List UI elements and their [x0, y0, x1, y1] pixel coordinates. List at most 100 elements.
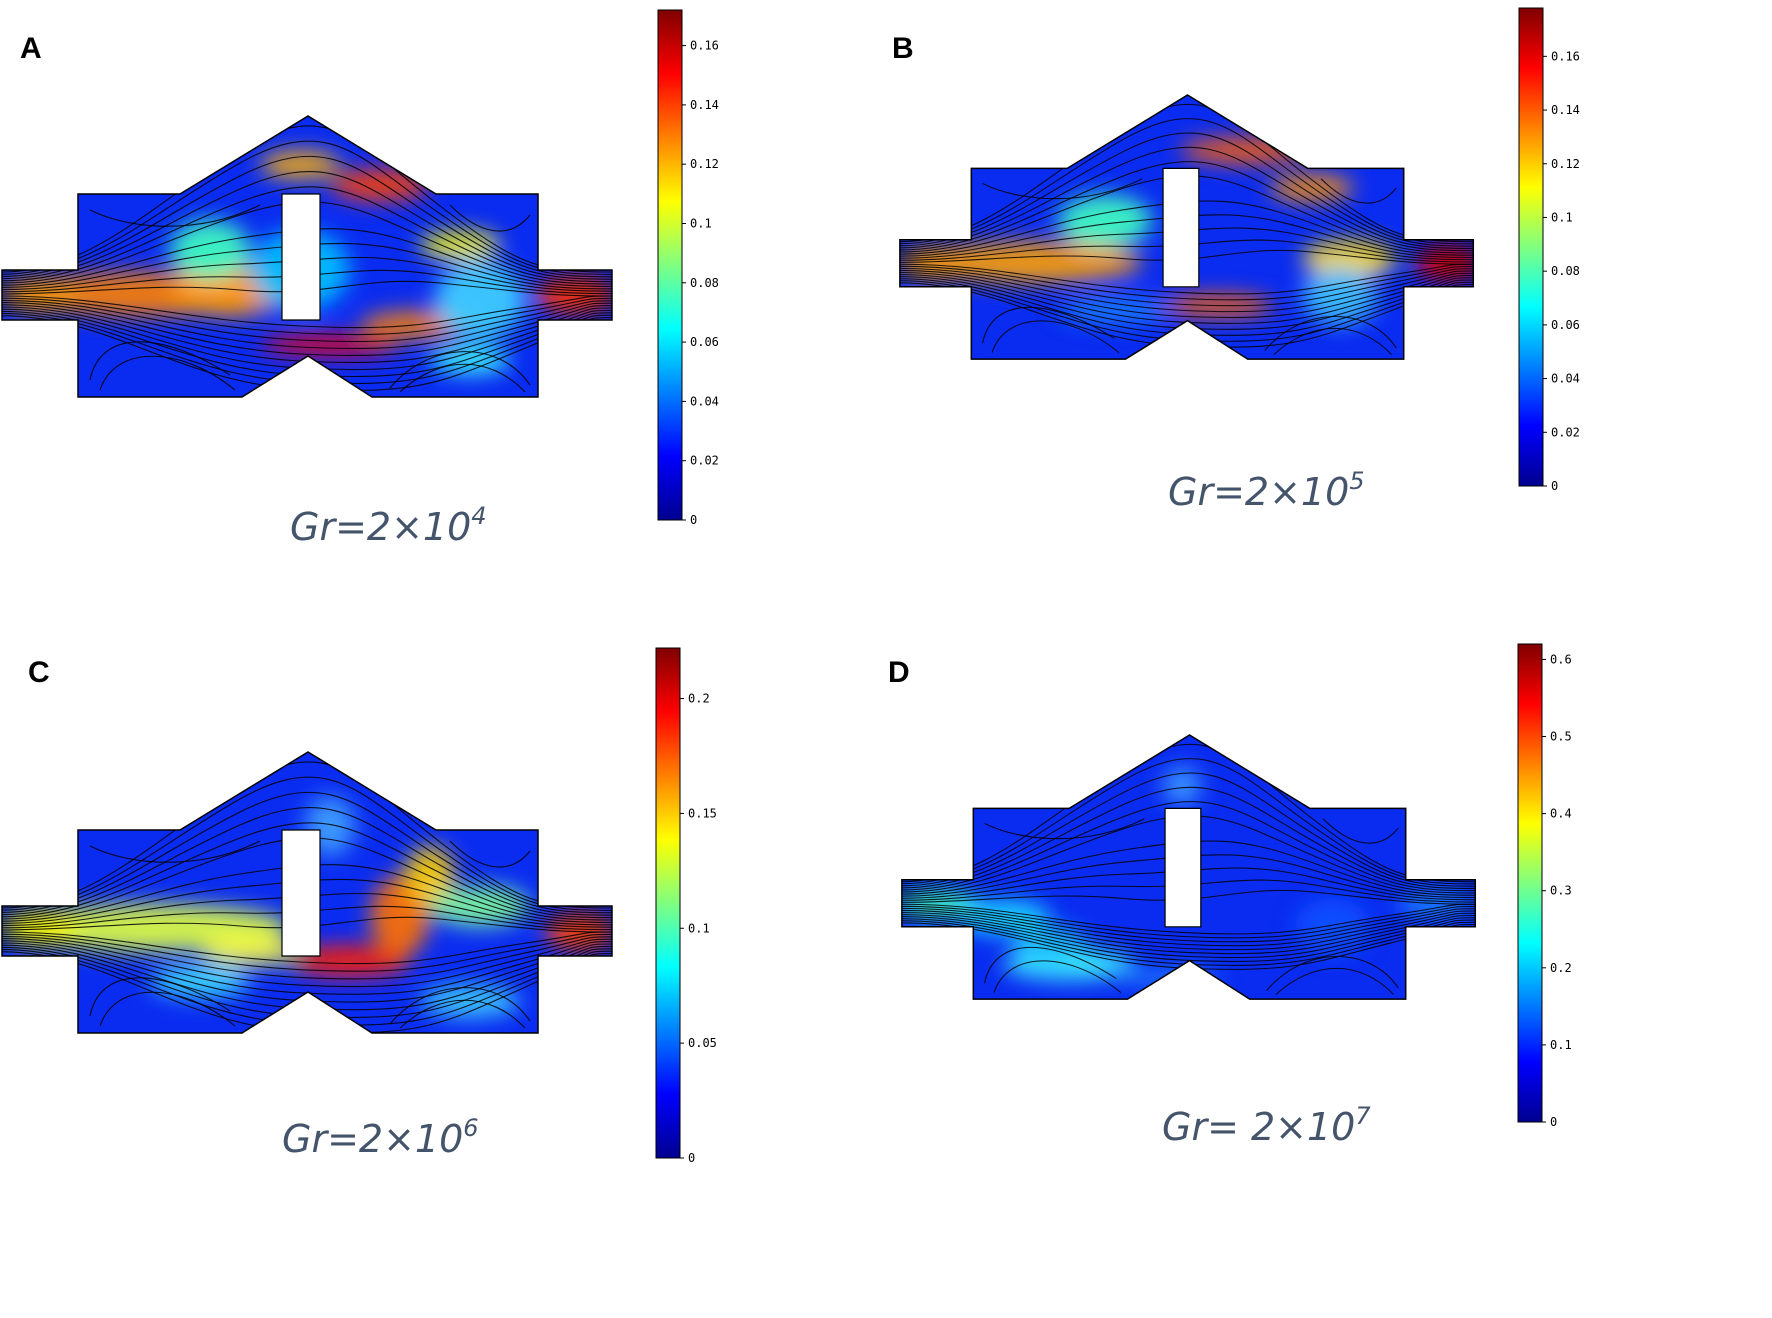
streamline: [901, 918, 1476, 963]
streamline: [399, 363, 526, 393]
streamline: [2, 944, 612, 1011]
streamline: [2, 140, 612, 275]
streamline: [399, 999, 526, 1029]
streamline: [901, 905, 1476, 939]
streamline: [1320, 178, 1397, 204]
caption-exponent: 5: [1349, 467, 1364, 495]
streamline: [899, 146, 1474, 249]
streamlines: [2, 125, 612, 393]
streamline: [2, 299, 612, 343]
streamline: [2, 308, 612, 371]
caption: Gr=2×105: [1168, 467, 1365, 514]
streamline: [899, 276, 1474, 330]
streamline: [899, 161, 1474, 252]
streamline: [2, 304, 612, 357]
colorbar-tick-label: 0.02: [690, 454, 719, 468]
panel-b: B Gr=2×105 0 0.02 0.04 0.06 0.08 0.1 0.12 0.14 0.1…: [892, 7, 1580, 514]
colorbar-tick-label: 0.1: [1551, 210, 1573, 224]
panel-d: D Gr= 2×107 0 0.1 0.2 0.3 0.4 0.5 0.6: [888, 643, 1572, 1149]
colorbar-tick-label: 0.4: [1550, 807, 1572, 821]
streamline: [901, 879, 1476, 903]
streamline: [2, 822, 612, 919]
streamline: [901, 854, 1476, 898]
colorbar-gradient: [1517, 643, 1543, 1123]
caption: Gr= 2×107: [1162, 1102, 1371, 1149]
streamline: [899, 263, 1474, 295]
domain-outline: [1, 115, 613, 398]
streamline: [901, 840, 1476, 896]
obstacle: [281, 193, 321, 321]
colorbar-tick-label: 0.1: [690, 216, 712, 230]
colorbar-tick-label: 0.08: [690, 276, 719, 290]
streamline: [901, 786, 1476, 889]
streamline: [899, 214, 1474, 258]
streamline: [899, 267, 1474, 307]
streamline: [901, 867, 1476, 901]
streamline: [89, 840, 261, 863]
streamline: [901, 801, 1476, 892]
streamline: [901, 772, 1476, 887]
streamline: [901, 911, 1476, 951]
streamline: [2, 938, 612, 988]
panel-letter: D: [888, 656, 910, 689]
streamline: [2, 297, 612, 336]
streamline: [2, 878, 612, 926]
colorbar-tick-label: 0.04: [690, 394, 719, 408]
streamline: [449, 840, 531, 868]
streamline: [899, 118, 1474, 245]
streamline: [984, 946, 1117, 984]
streamline: [2, 916, 612, 933]
streamline: [901, 914, 1476, 955]
panel-c: C Gr=2×106 0 0.05 0.1 0.15 0.2: [1, 647, 717, 1165]
streamline: [2, 242, 612, 290]
domain-outline: [901, 734, 1477, 1000]
streamline: [901, 903, 1476, 935]
streamline: [2, 931, 612, 965]
colorbar-tick-label: 0.05: [688, 1036, 717, 1050]
streamline: [899, 278, 1474, 336]
obstacle: [1164, 807, 1202, 928]
colorbar-tick-label: 0.2: [688, 692, 710, 706]
obstacle: [281, 829, 321, 957]
colorbar-tick-label: 0.12: [690, 157, 719, 171]
caption-base: Gr=2×10: [282, 1117, 463, 1161]
colorbar-tick-label: 0.1: [688, 921, 710, 935]
streamline: [89, 341, 231, 381]
streamlines: [901, 743, 1476, 995]
streamline: [1275, 968, 1394, 995]
colorbar-gradient: [657, 9, 683, 521]
colorbar-tick-label: 0.06: [1551, 318, 1580, 332]
caption: Gr=2×106: [282, 1114, 479, 1161]
streamline: [2, 228, 612, 287]
streamline: [1264, 316, 1397, 352]
streamline: [899, 239, 1474, 263]
caption-exponent: 7: [1355, 1102, 1371, 1130]
streamline: [899, 269, 1474, 313]
panel-letter: C: [28, 656, 50, 689]
streamline: [389, 987, 531, 1025]
streamline: [1266, 956, 1399, 992]
streamline: [2, 807, 612, 916]
streamline: [982, 306, 1115, 344]
streamline: [2, 864, 612, 923]
streamline: [2, 905, 612, 931]
caption: Gr=2×104: [290, 502, 487, 549]
streamline: [2, 201, 612, 285]
colorbar-gradient: [655, 647, 681, 1159]
streamline: [2, 280, 612, 297]
panel-letter: B: [892, 32, 914, 65]
obstacle: [1162, 167, 1200, 288]
streamline: [2, 791, 612, 914]
streamline: [2, 933, 612, 972]
colorbar-tick-label: 0.2: [1550, 961, 1572, 975]
streamline: [899, 271, 1474, 319]
colorbar-tick-label: 0.12: [1551, 157, 1580, 171]
colorbar: 0 0.02 0.04 0.06 0.08 0.1 0.12 0.14 0.16: [657, 9, 719, 527]
streamline: [901, 916, 1476, 959]
colorbar: 0 0.02 0.04 0.06 0.08 0.1 0.12 0.14 0.16: [1518, 7, 1580, 493]
streamline: [1273, 328, 1392, 355]
streamline: [901, 889, 1476, 905]
streamline: [993, 960, 1122, 994]
colorbar-tick-label: 0.16: [1551, 49, 1580, 63]
